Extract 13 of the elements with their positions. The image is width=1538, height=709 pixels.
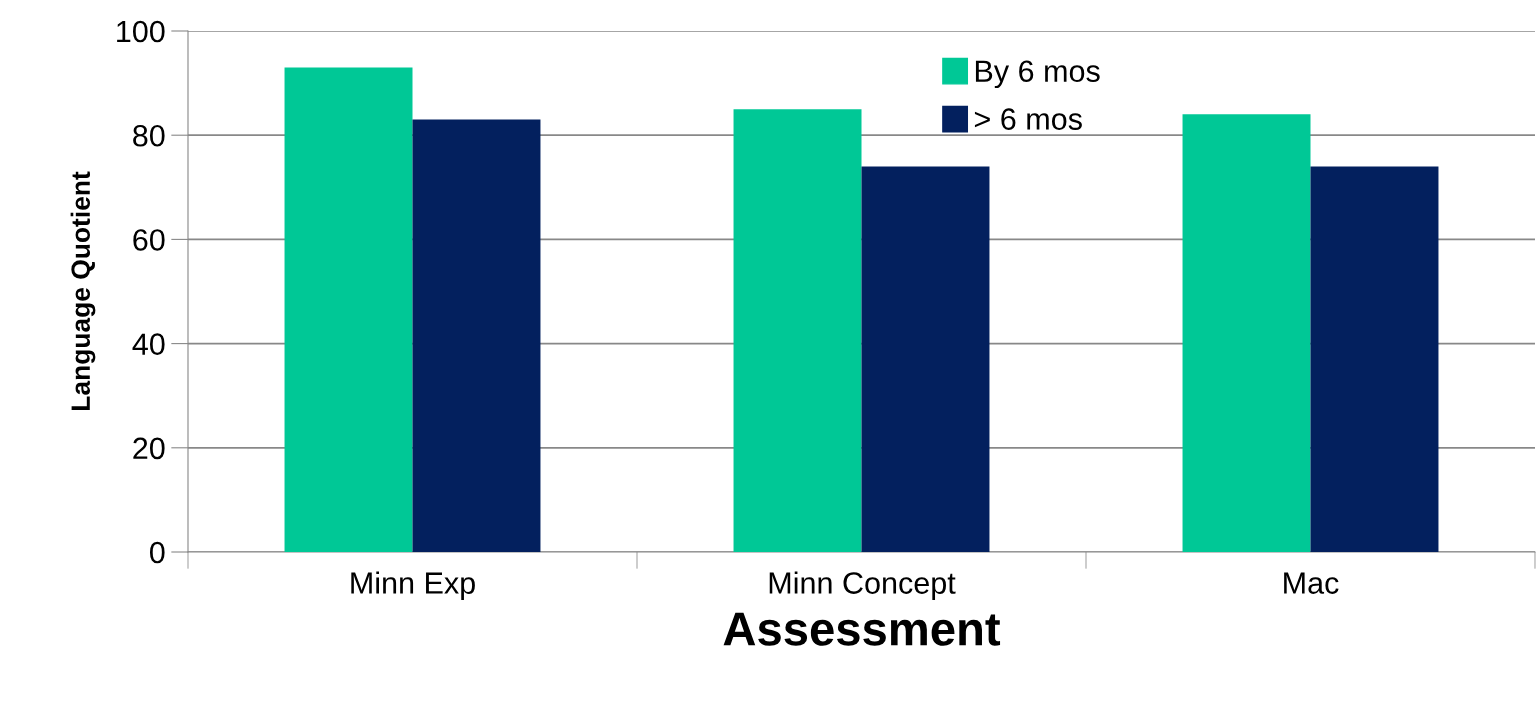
y-tick-label: 60 [133,229,165,251]
y-tick-label: 20 [133,437,165,460]
y-tick-label: 80 [133,124,165,147]
y-tick-label: 100 [117,20,165,43]
x-axis-title: Assessment [723,612,1001,646]
y-tick-label: 0 [149,541,165,564]
x-tick-label: Minn Exp [351,571,475,600]
x-tick-label: Minn Concept [769,571,956,600]
legend-label: > 6 mos [974,108,1082,130]
legend-label: By 6 mos [975,60,1100,89]
x-tick-label: Mac [1284,572,1339,594]
y-axis-title: Language Quotient [70,171,96,410]
y-tick-label: 40 [132,333,165,355]
